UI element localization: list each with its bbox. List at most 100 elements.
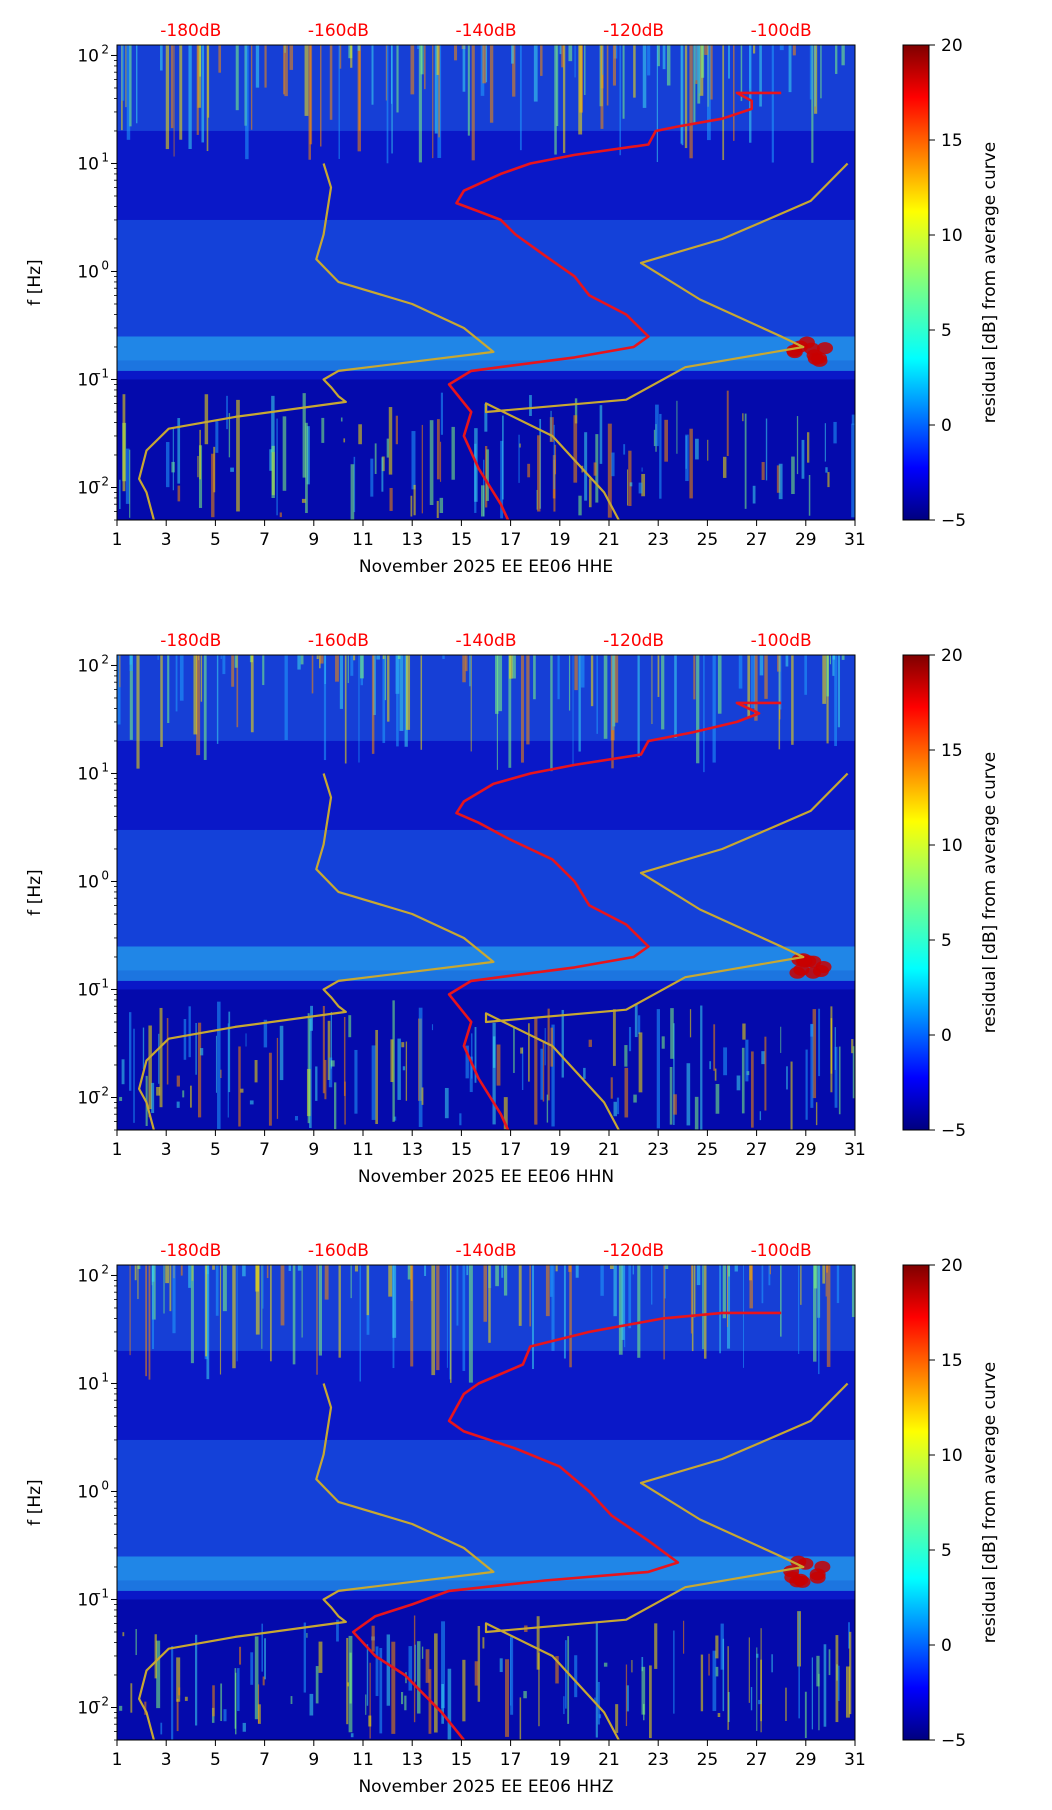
db-axis-label: -180dB: [160, 21, 221, 41]
heatmap-streak: [694, 1096, 699, 1130]
colorbar-tick-label: 0: [941, 1026, 952, 1046]
heatmap-streak: [334, 1082, 337, 1130]
heatmap-streak: [264, 1638, 266, 1680]
heatmap-streak: [654, 1623, 658, 1669]
heatmap-streak: [391, 1641, 396, 1734]
heatmap-streak: [685, 434, 689, 482]
heatmap-streak: [595, 434, 599, 503]
heatmap-streak: [188, 1006, 191, 1058]
heatmap-streak: [528, 1023, 530, 1082]
x-tick-label: 17: [500, 530, 522, 550]
heatmap-hotspot: [812, 964, 829, 977]
heatmap-streak: [242, 1722, 246, 1732]
heatmap-streak: [439, 441, 442, 482]
heatmap-streak: [151, 1265, 155, 1282]
heatmap-streak: [828, 1649, 831, 1676]
y-tick-exponent: −2: [91, 474, 109, 488]
heatmap-streak: [424, 45, 426, 90]
heatmap-streak: [738, 655, 743, 689]
heatmap-streak: [689, 1009, 692, 1038]
heatmap-streak: [470, 655, 472, 752]
heatmap-streak: [527, 463, 531, 478]
heatmap-streak: [477, 1626, 481, 1702]
psd-curve: [351, 1311, 782, 1740]
heatmap-streak: [519, 443, 521, 448]
heatmap-streak: [420, 45, 424, 75]
heatmap-streak: [193, 655, 198, 735]
x-tick-label: 3: [161, 1140, 172, 1160]
heatmap-streak: [431, 1024, 434, 1031]
heatmap-streak: [219, 1265, 222, 1375]
heatmap-streak: [647, 45, 651, 76]
heatmap-streak: [176, 1698, 179, 1732]
heatmap-streak: [348, 1015, 352, 1038]
heatmap-streak: [555, 1656, 559, 1684]
heatmap-streak: [135, 1629, 137, 1656]
noise-model-curve: [138, 1383, 495, 1740]
heatmap-streak: [611, 452, 615, 477]
heatmap-streak: [529, 395, 532, 416]
heatmap-streak: [574, 1655, 578, 1698]
heatmap-streak: [177, 485, 181, 502]
heatmap-streak: [371, 655, 375, 754]
heatmap-streak: [824, 423, 826, 462]
heatmap-streak: [330, 1060, 335, 1067]
heatmap-streak: [250, 655, 254, 733]
heatmap-streak: [177, 418, 181, 484]
heatmap-streak: [656, 1009, 660, 1129]
heatmap-streak: [441, 1684, 445, 1724]
heatmap-streak: [462, 45, 466, 92]
heatmap-streak: [376, 655, 380, 660]
heatmap-streak: [613, 1265, 617, 1317]
heatmap-streak: [180, 1265, 183, 1276]
heatmap-streak: [145, 1265, 148, 1377]
heatmap-streak: [406, 655, 411, 730]
heatmap-streak: [148, 1265, 151, 1380]
heatmap-streak: [421, 1646, 424, 1659]
x-tick-label: 3: [161, 530, 172, 550]
colorbar: [902, 44, 930, 521]
heatmap-streak: [818, 1673, 820, 1731]
heatmap-streak: [832, 655, 836, 660]
heatmap-streak: [386, 438, 389, 458]
heatmap-streak: [482, 1637, 485, 1649]
heatmap-streak: [574, 398, 578, 424]
heatmap-streak: [519, 45, 522, 151]
heatmap-streak: [584, 432, 588, 501]
heatmap-streak: [561, 45, 564, 68]
heatmap-streak: [465, 655, 468, 672]
heatmap-streak: [130, 1683, 133, 1713]
heatmap-streak: [436, 500, 439, 519]
y-tick-label: 10: [77, 980, 99, 1000]
heatmap-streak: [407, 1265, 412, 1280]
x-tick-label: 9: [308, 530, 319, 550]
heatmap-streak: [197, 1022, 202, 1118]
heatmap-streak: [261, 1623, 263, 1672]
heatmap-streak: [741, 1047, 745, 1114]
heatmap-streak: [220, 1683, 223, 1722]
heatmap-streak: [642, 45, 647, 108]
heatmap-streak: [521, 1047, 524, 1090]
x-tick-label: 25: [697, 1140, 719, 1160]
heatmap-streak: [700, 1654, 704, 1712]
heatmap-streak: [417, 45, 420, 49]
heatmap-streak: [720, 1623, 724, 1670]
y-tick-exponent: 2: [101, 1262, 109, 1276]
db-axis-label: -120dB: [603, 631, 664, 651]
heatmap-streak: [606, 45, 609, 106]
x-tick-label: 29: [795, 1750, 817, 1770]
heatmap-streak: [374, 443, 377, 474]
heatmap-streak: [786, 1066, 788, 1090]
db-axis-label: -140dB: [455, 21, 516, 41]
heatmap-streak: [508, 655, 512, 768]
y-tick-label: 10: [77, 1266, 99, 1286]
heatmap-streak: [304, 45, 309, 116]
heatmap-streak: [712, 655, 716, 763]
heatmap-streak: [686, 1063, 691, 1126]
heatmap-streak: [661, 655, 665, 730]
heatmap-streak: [359, 655, 364, 679]
heatmap-streak: [188, 45, 192, 150]
y-tick-label: 10: [77, 764, 99, 784]
heatmap-streak: [263, 1019, 268, 1048]
heatmap-streak: [628, 1265, 632, 1329]
